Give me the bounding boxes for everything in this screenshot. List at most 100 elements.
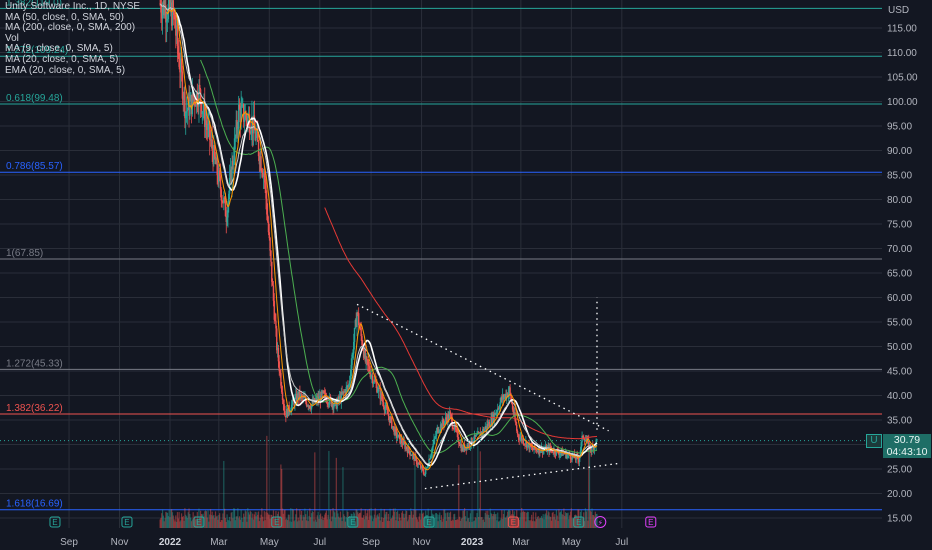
candle-body — [189, 100, 191, 116]
volume-bar — [320, 513, 322, 528]
candle-body — [243, 119, 246, 122]
volume-bar — [209, 509, 212, 528]
volume-bar — [346, 510, 348, 528]
candle-body — [411, 454, 414, 456]
candle-body — [485, 426, 487, 430]
candle-body — [532, 449, 534, 451]
candle-body — [344, 391, 347, 395]
volume-bar — [474, 517, 476, 528]
volume-bar — [172, 515, 174, 528]
candle-body — [221, 200, 223, 202]
candle-body — [475, 434, 477, 437]
candle-body — [230, 169, 232, 183]
candle-body — [423, 472, 425, 476]
legend-ma50: MA (50, close, 0, SMA, 50) — [5, 11, 124, 23]
volume-bar — [365, 515, 367, 528]
candle-body — [399, 435, 401, 444]
candle-body — [372, 375, 374, 384]
volume-bar — [410, 508, 412, 528]
volume-bar — [324, 514, 326, 528]
candle-body — [394, 428, 396, 435]
candle-body — [407, 446, 410, 454]
volume-bar — [562, 514, 564, 528]
candle-body — [161, 8, 164, 19]
volume-bar — [310, 513, 313, 528]
volume-bar — [296, 521, 299, 528]
candle-body — [447, 414, 449, 423]
candle-body — [574, 458, 577, 460]
candle-body — [564, 453, 566, 455]
candle-body — [326, 402, 328, 404]
volume-bar — [311, 510, 313, 528]
candle-body — [535, 449, 538, 452]
candle-body — [211, 139, 213, 151]
volume-bar — [164, 518, 166, 528]
candle-body — [214, 156, 217, 164]
volume-bar — [280, 464, 282, 528]
candle-body — [316, 397, 318, 402]
volume-bar — [308, 515, 310, 528]
volume-bar — [295, 514, 297, 528]
ema20-line — [159, 3, 598, 465]
earnings-icon-label: E — [274, 518, 279, 527]
volume-bar — [544, 514, 546, 528]
volume-bar — [507, 511, 509, 528]
volume-bar — [492, 516, 494, 528]
candle-body — [450, 414, 453, 418]
volume-bar — [479, 451, 481, 528]
volume-bar — [431, 513, 433, 528]
volume-bar — [215, 516, 217, 528]
symbol-badge[interactable]: U — [866, 434, 882, 448]
volume-bar — [442, 518, 444, 528]
volume-bar — [388, 520, 390, 528]
candle-body — [184, 91, 186, 119]
volume-bar — [298, 520, 300, 528]
fib-level-label: 1(67.85) — [6, 248, 43, 259]
volume-bar — [539, 517, 541, 528]
volume-bar — [237, 508, 239, 528]
volume-bar — [473, 520, 476, 528]
candle-body — [197, 105, 199, 107]
volume-bar — [383, 509, 385, 528]
volume-bar — [564, 515, 566, 528]
candle-body — [578, 455, 581, 462]
volume-bar — [575, 515, 577, 528]
volume-bar — [561, 514, 563, 528]
candle-body — [522, 438, 525, 444]
volume-bar — [272, 510, 275, 528]
volume-bar — [238, 518, 240, 528]
volume-bar — [214, 511, 217, 528]
volume-bar — [326, 519, 328, 528]
candle-body — [593, 445, 596, 450]
candle-body — [269, 238, 271, 251]
candle-body — [542, 449, 544, 454]
volume-bar — [258, 521, 260, 528]
volume-bar — [461, 517, 463, 528]
earnings-icon — [193, 516, 205, 528]
volume-bar — [411, 511, 413, 528]
candle-body — [405, 446, 407, 449]
volume-bar — [281, 469, 283, 528]
volume-bar — [341, 521, 343, 528]
volume-bar — [179, 521, 181, 528]
volume-bar — [304, 508, 306, 528]
candle-body — [543, 449, 545, 451]
candle-body — [348, 380, 351, 385]
volume-bar — [355, 509, 357, 528]
candle-body — [402, 440, 405, 445]
last-price-countdown: 04:43:10 — [886, 446, 928, 458]
candle-body — [357, 312, 359, 314]
candle-body — [403, 440, 405, 444]
volume-bar — [494, 514, 496, 528]
candle-body — [428, 459, 430, 466]
candle-body — [420, 464, 422, 469]
earnings-icon-label: E — [52, 518, 57, 527]
volume-bar — [462, 510, 464, 528]
volume-bar — [219, 513, 221, 528]
volume-bar — [264, 520, 266, 528]
candle-body — [430, 452, 433, 456]
candle-body — [201, 111, 203, 114]
candle-body — [303, 396, 305, 399]
